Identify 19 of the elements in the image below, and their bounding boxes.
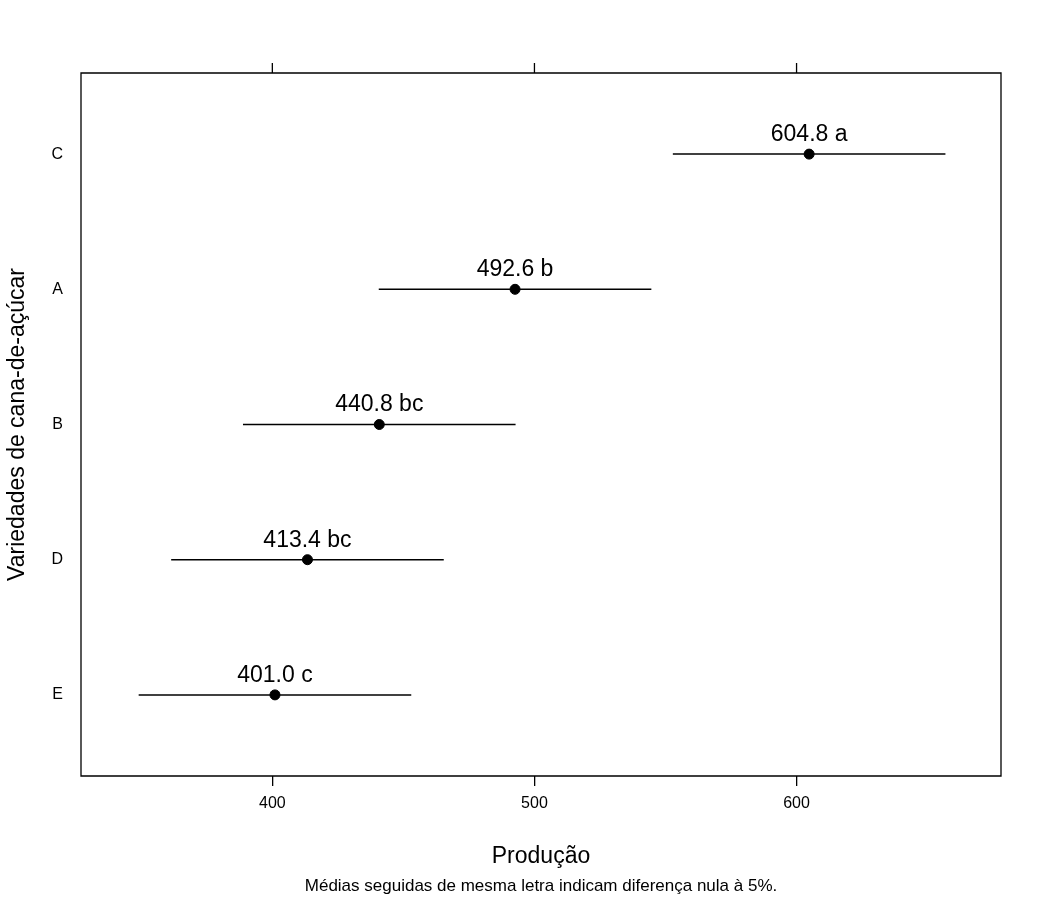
data-label: 492.6 b: [476, 255, 554, 282]
data-label: 440.8 bc: [335, 390, 424, 417]
y-tick-label: D: [51, 550, 63, 568]
point: [373, 419, 385, 430]
text: Médias seguidas de mesma letra indicam diferença nula à 5%.: [304, 875, 778, 895]
x-tick-label: 600: [783, 794, 810, 812]
point: [301, 554, 313, 566]
x-tick-label: 400: [258, 794, 286, 812]
y-tick-label: E: [52, 685, 63, 703]
y-tick-label: A: [52, 279, 64, 297]
x-tick-label: 500: [521, 794, 548, 812]
y-tick-label: B: [52, 414, 63, 432]
data-label: 413.4 bc: [263, 525, 352, 552]
x-axis-title: Produção: [491, 841, 591, 868]
point: [509, 283, 521, 295]
y-axis-title: Variedades de cana-de-açúcar: [3, 267, 30, 581]
data-label: 604.8 a: [770, 119, 848, 146]
y-tick-label: C: [51, 144, 63, 162]
data-label: 401.0 c: [237, 660, 313, 687]
